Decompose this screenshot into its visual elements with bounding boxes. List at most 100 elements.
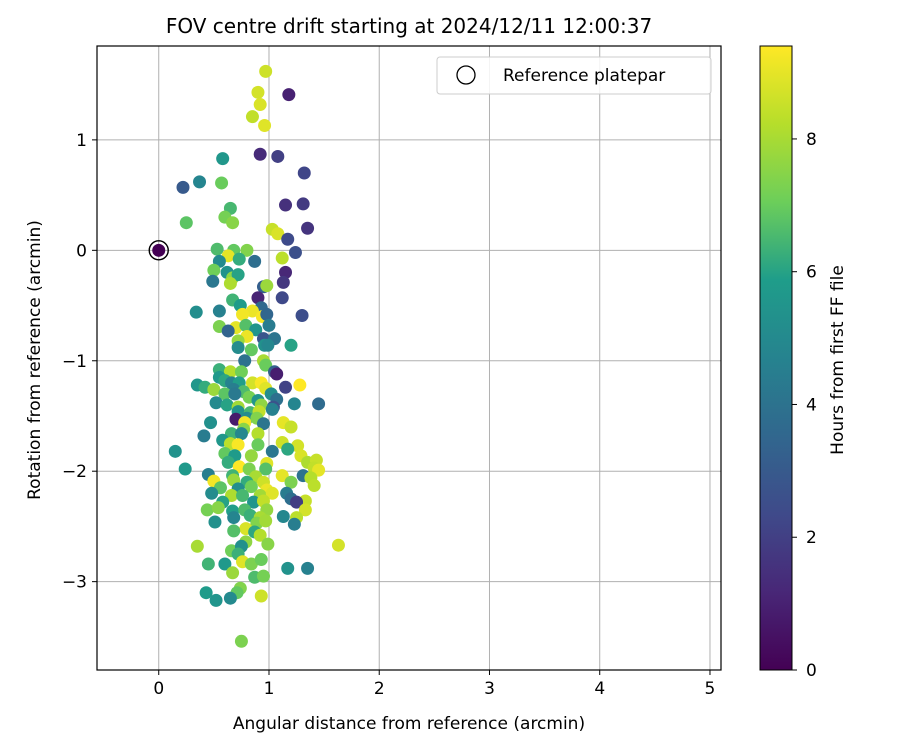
colorbar-tick-label: 8 bbox=[806, 130, 817, 150]
scatter-point bbox=[231, 268, 245, 282]
scatter-point bbox=[190, 539, 204, 553]
scatter-point bbox=[226, 216, 240, 230]
scatter-point bbox=[247, 495, 261, 509]
scatter-point bbox=[282, 88, 296, 102]
scatter-point bbox=[220, 398, 234, 412]
scatter-point bbox=[205, 486, 219, 500]
scatter-point bbox=[275, 251, 289, 265]
scatter-point bbox=[204, 416, 218, 430]
scatter-point bbox=[223, 591, 237, 605]
scatter-point bbox=[216, 152, 230, 166]
scatter-point bbox=[234, 427, 248, 441]
scatter-point bbox=[254, 589, 268, 603]
scatter-point bbox=[178, 462, 192, 476]
scatter-point bbox=[245, 110, 259, 124]
colorbar-tick-label: 0 bbox=[806, 661, 817, 681]
scatter-point bbox=[193, 175, 207, 189]
scatter-point bbox=[221, 455, 235, 469]
scatter-point bbox=[226, 566, 240, 580]
scatter-point bbox=[291, 439, 305, 453]
colorbar-ticks: 0 2 4 6 8 bbox=[792, 130, 817, 681]
scatter-point bbox=[265, 402, 279, 416]
scatter-point bbox=[259, 358, 273, 372]
y-axis-title: Rotation from reference (arcmin) bbox=[25, 220, 45, 500]
scatter-point bbox=[208, 515, 222, 529]
scatter-point bbox=[301, 561, 315, 575]
plot-frame bbox=[96, 45, 722, 671]
scatter-point bbox=[275, 291, 289, 305]
scatter-point bbox=[232, 252, 246, 266]
scatter-point bbox=[281, 442, 295, 456]
x-tick-labels: 0 1 2 3 4 5 bbox=[153, 679, 715, 699]
scatter-point bbox=[239, 318, 253, 332]
scatter-point bbox=[179, 216, 193, 230]
scatter-point bbox=[259, 64, 273, 78]
x-tick-label: 0 bbox=[153, 679, 164, 699]
scatter-point bbox=[271, 149, 285, 163]
scatter-point bbox=[293, 378, 307, 392]
scatter-point bbox=[189, 305, 203, 319]
colorbar-tick-label: 6 bbox=[806, 263, 817, 283]
scatter-point bbox=[251, 85, 265, 99]
reference-platepar-marker bbox=[148, 240, 169, 261]
legend-box bbox=[436, 56, 712, 95]
legend: Reference platepar bbox=[436, 56, 712, 95]
scatter-point bbox=[234, 365, 248, 379]
scatter-point bbox=[254, 553, 268, 567]
scatter-point bbox=[295, 308, 309, 322]
scatter-point bbox=[284, 338, 298, 352]
scatter-point bbox=[215, 176, 229, 190]
scatter-point bbox=[307, 479, 321, 493]
scatter-point bbox=[312, 397, 326, 411]
scatter-point bbox=[212, 304, 226, 318]
scatter-point bbox=[248, 254, 262, 268]
scatter-point bbox=[238, 354, 252, 368]
x-tick-label: 1 bbox=[264, 679, 275, 699]
scatter-point bbox=[231, 341, 245, 355]
scatter-point bbox=[236, 307, 250, 321]
scatter-point bbox=[206, 274, 220, 288]
scatter-point bbox=[253, 147, 267, 161]
scatter-point bbox=[218, 557, 232, 571]
scatter-point bbox=[236, 489, 250, 503]
scatter-point bbox=[301, 221, 315, 235]
scatter-point bbox=[253, 528, 267, 542]
legend-marker bbox=[456, 65, 476, 85]
scatter-point bbox=[298, 503, 312, 517]
scatter-point bbox=[251, 291, 265, 305]
scatter-point bbox=[276, 275, 290, 289]
x-tick-label: 3 bbox=[484, 679, 495, 699]
scatter-point bbox=[244, 480, 258, 494]
y-tick-label: −2 bbox=[62, 462, 87, 482]
scatter-point bbox=[234, 634, 248, 648]
scatter-point bbox=[258, 119, 272, 133]
scatter-point bbox=[244, 343, 258, 357]
scatter-point bbox=[245, 304, 259, 318]
scatter-point bbox=[201, 557, 215, 571]
y-tick-labels: 1 0 −1 −2 −3 bbox=[62, 131, 87, 593]
scatter-point bbox=[271, 227, 285, 241]
scatter-point bbox=[279, 198, 293, 212]
scatter-point bbox=[259, 462, 273, 476]
scatter-point bbox=[209, 396, 223, 410]
scatter-point bbox=[270, 367, 284, 381]
scatter-point bbox=[207, 263, 221, 277]
scatter-point bbox=[262, 318, 276, 332]
legend-label: Reference platepar bbox=[503, 66, 665, 86]
plot-area bbox=[97, 46, 721, 670]
scatter-point bbox=[287, 517, 301, 531]
scatter-point bbox=[256, 417, 270, 431]
chart-title: FOV centre drift starting at 2024/12/11 … bbox=[166, 14, 652, 38]
x-axis-title: Angular distance from reference (arcmin) bbox=[233, 714, 585, 734]
scatter-point bbox=[260, 279, 274, 293]
scatter-point bbox=[331, 538, 345, 552]
scatter-point bbox=[297, 166, 311, 180]
y-tick-label: 0 bbox=[76, 241, 87, 261]
scatter-point bbox=[209, 593, 223, 607]
x-tick-label: 5 bbox=[705, 679, 716, 699]
scatter-point bbox=[284, 475, 298, 489]
scatter-point bbox=[288, 246, 302, 260]
scatter-point bbox=[256, 569, 270, 583]
scatter-point bbox=[227, 511, 241, 525]
scatter-point bbox=[210, 242, 224, 256]
